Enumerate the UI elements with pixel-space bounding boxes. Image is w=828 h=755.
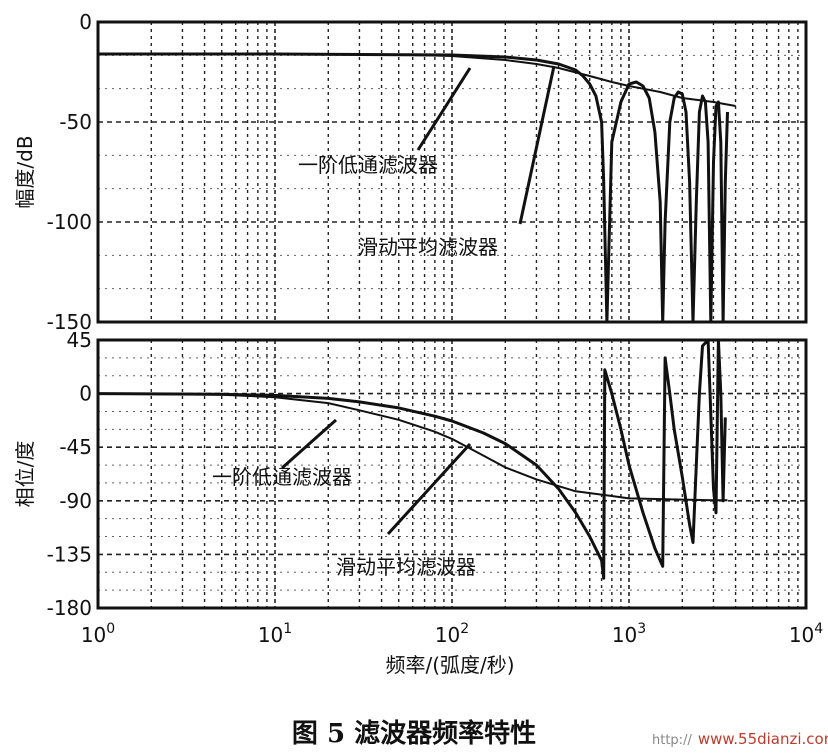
magnitude-annotation-arrow-moving-average [518, 65, 556, 225]
phase-xlabel: 频率/(弧度/秒) [385, 653, 514, 677]
phase-panel: 45 0 -45 -90 -135 -180 100 101 102 103 104 相位/度 频… [13, 328, 823, 677]
phase-ytick-label: -45 [59, 435, 92, 459]
phase-annotation-moving-average: 滑动平均滤波器 [336, 555, 476, 579]
magnitude-annotation-first-order: 一阶低通滤波器 [298, 153, 438, 177]
watermark: http:// www.55dianzi.com [652, 730, 828, 748]
watermark-domain: www.55dianzi.com [698, 730, 828, 748]
phase-ytick-label: -135 [47, 542, 92, 566]
watermark-prefix: http:// [652, 733, 692, 748]
phase-xtick-label: 104 [789, 621, 823, 647]
phase-xtick-label: 100 [81, 621, 115, 647]
phase-x-ticks: 100 101 102 103 104 [81, 621, 823, 647]
magnitude-series-first-order-lowpass [98, 53, 736, 107]
magnitude-annotation-moving-average: 滑动平均滤波器 [358, 235, 498, 259]
phase-annotation-arrow-moving-average [386, 442, 472, 536]
magnitude-grid [98, 22, 806, 322]
phase-frame [96, 338, 808, 610]
phase-ytick-label: -180 [47, 596, 92, 620]
phase-ytick-label: -90 [59, 489, 92, 513]
magnitude-frame [96, 20, 808, 324]
magnitude-lines [98, 52, 736, 324]
magnitude-panel: 0 -50 -100 -150 幅度/dB 一阶低通滤波器 滑动平均滤波器 [13, 10, 808, 334]
phase-series-moving-average [97, 338, 727, 580]
magnitude-ytick-label: -50 [59, 110, 92, 134]
phase-ytick-label: 0 [79, 382, 92, 406]
phase-lines [97, 338, 728, 580]
phase-y-ticks: 45 0 -45 -90 -135 -180 [47, 328, 92, 620]
phase-xtick-label: 103 [612, 621, 646, 647]
magnitude-ytick-label: -150 [47, 310, 92, 334]
phase-xtick-label: 102 [435, 621, 469, 647]
magnitude-annotation-arrow-first-order [416, 67, 472, 151]
phase-annotation-first-order: 一阶低通滤波器 [212, 465, 352, 489]
figure-caption: 图 5 滤波器频率特性 [292, 718, 536, 749]
magnitude-ytick-label: 0 [79, 10, 92, 34]
magnitude-y-ticks: 0 -50 -100 -150 [47, 10, 92, 334]
phase-xtick-label: 101 [258, 621, 292, 647]
magnitude-ylabel: 幅度/dB [13, 135, 37, 208]
magnitude-ytick-label: -100 [47, 210, 92, 234]
phase-ylabel: 相位/度 [13, 441, 37, 508]
phase-annotation-arrow-first-order [281, 418, 337, 470]
phase-ytick-label: 45 [67, 328, 92, 352]
phase-series-first-order-lowpass [97, 392, 728, 502]
